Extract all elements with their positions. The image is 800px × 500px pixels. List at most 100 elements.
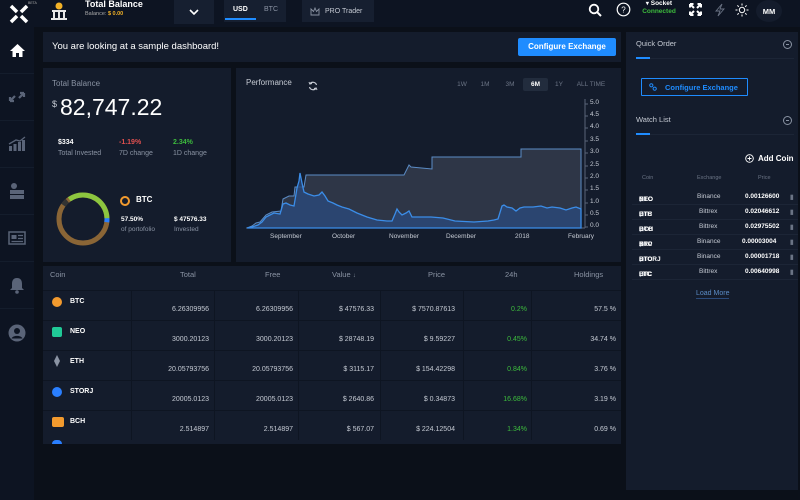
right-panel — [626, 32, 798, 490]
watch-list-collapse-button[interactable] — [783, 116, 792, 125]
donut-invested-value: $ 47576.33 — [174, 216, 207, 223]
x-tick: February — [568, 233, 595, 240]
account-dropdown-button[interactable] — [174, 0, 214, 24]
help-button[interactable]: ? — [616, 2, 631, 17]
lightning-icon — [715, 3, 725, 17]
pro-trader-button[interactable]: PRO Trader — [302, 0, 374, 22]
col-header-price[interactable]: Price — [428, 270, 446, 279]
stat-total-invested: $334 Total Invested — [58, 139, 101, 157]
range-1y[interactable]: 1Y — [555, 81, 563, 88]
col-header-value-label: Value — [332, 270, 351, 279]
range-6m[interactable]: 6M — [523, 78, 548, 91]
quick-order-collapse-button[interactable] — [783, 40, 792, 49]
add-coin-button[interactable]: Add Coin — [745, 154, 794, 163]
watch-list-row[interactable]: LTC ⇄ BTC Bittrex 0.00640998 ▮ — [632, 265, 798, 280]
tab-btc[interactable]: BTC — [264, 6, 278, 13]
trash-icon[interactable]: ▮ — [790, 194, 794, 201]
banner-message: You are looking at a sample dashboard! — [52, 41, 220, 52]
lightning-button[interactable] — [714, 3, 726, 17]
table-row[interactable]: NEO 3000.20123 3000.20123 $ 28748.19 $ 9… — [43, 320, 621, 350]
currency-symbol: $ — [52, 99, 58, 109]
wl-price: 0.00003004 — [742, 238, 777, 245]
sidebar-item-profile[interactable] — [0, 309, 34, 356]
range-3m[interactable]: 3M — [505, 81, 515, 88]
sidebar-item-portfolio[interactable] — [0, 168, 34, 215]
watch-list-row[interactable]: ETH ⇄ BTC Bittrex 0.02046612 ▮ — [632, 205, 798, 220]
cell-price: $ 224.12504 — [380, 411, 458, 440]
cell-free: 3000.20123 — [214, 321, 296, 350]
balance-card: Total Balance $ 82,747.22 $334 Total Inv… — [43, 68, 231, 262]
table-row[interactable]: BTC 6.26309956 6.26309956 $ 47576.33 $ 7… — [43, 290, 621, 320]
col-header-holdings[interactable]: Holdings — [574, 270, 604, 279]
y-tick: 0.0 — [590, 222, 600, 229]
range-1w[interactable]: 1W — [457, 81, 467, 88]
add-coin-label: Add Coin — [758, 154, 794, 163]
sidebar-item-news[interactable] — [0, 215, 34, 262]
cell-24h-change: 0.2% — [463, 291, 528, 320]
watch-list-row[interactable]: STORJ ⇄ BTC Binance 0.00001718 ▮ — [632, 250, 798, 265]
minus-icon — [786, 44, 789, 45]
swap-icon: ⇄ — [639, 257, 645, 264]
wl-quote: BTC — [639, 196, 653, 203]
search-button[interactable] — [588, 3, 603, 18]
fullscreen-button[interactable] — [689, 3, 702, 16]
performance-chart[interactable] — [236, 95, 621, 235]
tab-usd[interactable]: USD — [233, 6, 248, 13]
sidebar-item-alerts[interactable] — [0, 262, 34, 309]
col-header-24h[interactable]: 24h — [505, 270, 518, 279]
cell-total: 6.26309956 — [131, 291, 212, 320]
x-tick: December — [446, 233, 476, 240]
sidebar-item-home[interactable] — [0, 27, 34, 74]
socket-connected: Connected — [642, 8, 676, 15]
trash-icon[interactable]: ▮ — [790, 269, 794, 276]
trash-icon[interactable]: ▮ — [790, 224, 794, 231]
chevron-down-icon — [189, 9, 199, 15]
quick-order-title: Quick Order — [636, 39, 677, 48]
watch-list-row[interactable]: NEO ⇄ BTC Binance 0.00126600 ▮ — [632, 190, 798, 205]
balance-title: Total Balance — [85, 0, 143, 9]
col-header-value[interactable]: Value ↓ — [332, 270, 356, 279]
sidebar-item-trade[interactable] — [0, 74, 34, 121]
wl-exchange: Binance — [697, 253, 721, 260]
table-row[interactable]: BCH 2.514897 2.514897 $ 567.07 $ 224.125… — [43, 410, 621, 440]
portfolio-donut-chart[interactable] — [55, 191, 111, 247]
cell-free: 20.05793756 — [214, 351, 296, 380]
stat-value: -1.19% — [119, 139, 142, 146]
sidebar-item-analytics[interactable] — [0, 121, 34, 168]
trash-icon[interactable]: ▮ — [790, 209, 794, 216]
trash-icon[interactable]: ▮ — [790, 239, 794, 246]
x-tick: September — [270, 233, 302, 240]
range-1m[interactable]: 1M — [480, 81, 490, 88]
load-more-link[interactable]: Load More — [696, 290, 730, 299]
refresh-button[interactable] — [308, 78, 318, 91]
user-icon — [8, 324, 26, 341]
stat-1d-change: 2.34% 1D change — [173, 139, 207, 157]
cell-holdings: 3.76 % — [531, 351, 619, 380]
theme-toggle-button[interactable] — [735, 3, 749, 17]
wl-price: 0.00126600 — [745, 193, 780, 200]
socket-label: Socket — [650, 0, 673, 7]
col-header-coin[interactable]: Coin — [50, 270, 66, 279]
col-header-free[interactable]: Free — [265, 270, 281, 279]
watch-list-row[interactable]: BCH ⇄ BTC Bittrex 0.02975502 ▮ — [632, 220, 798, 235]
range-all-time[interactable]: ALL TIME — [576, 81, 606, 88]
watch-list-row[interactable]: XRP ⇄ BTC Binance 0.00003004 ▮ — [632, 235, 798, 250]
table-row[interactable]: STORJ 20005.0123 20005.0123 $ 2640.86 $ … — [43, 380, 621, 410]
quick-order-configure-exchange-button[interactable]: Configure Exchange — [641, 78, 748, 96]
logo[interactable]: BETA — [8, 1, 37, 25]
wifi-icon: ▾ — [645, 1, 649, 7]
cell-free: 20005.0123 — [214, 381, 296, 410]
table-scrolled-row-hint — [52, 440, 62, 444]
cell-total: 20005.0123 — [131, 381, 212, 410]
crown-icon — [310, 6, 320, 15]
configure-exchange-button[interactable]: Configure Exchange — [518, 38, 616, 56]
donut-invested: $ 47576.33 Invested — [174, 216, 207, 233]
y-tick: 1.5 — [590, 185, 600, 192]
trash-icon[interactable]: ▮ — [790, 254, 794, 261]
coin-name: ETH — [70, 358, 84, 365]
wl-header-price: Price — [758, 175, 771, 181]
col-header-total[interactable]: Total — [180, 270, 196, 279]
cell-total: 2.514897 — [131, 411, 212, 440]
table-row[interactable]: ETH 20.05793756 20.05793756 $ 3115.17 $ … — [43, 350, 621, 380]
avatar[interactable]: MM — [756, 0, 782, 22]
